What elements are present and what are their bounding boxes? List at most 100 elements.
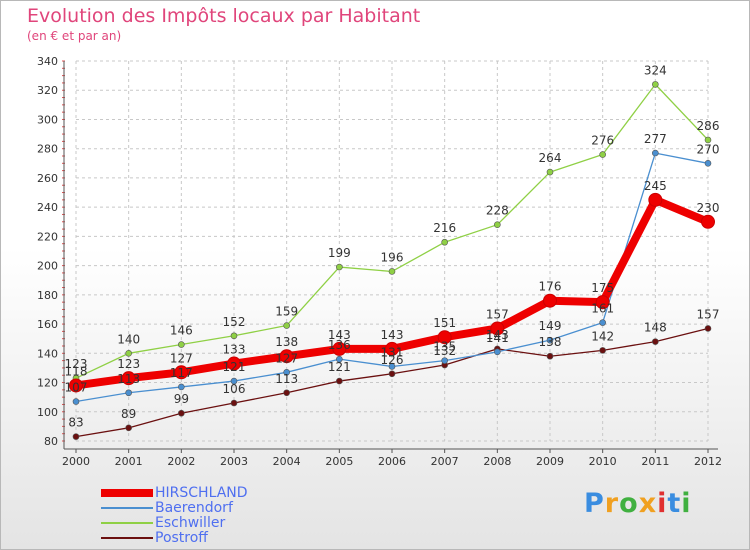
data-label-hirschland: 123 xyxy=(117,357,140,371)
data-label-eschwiller: 199 xyxy=(328,246,351,260)
y-tick-label: 200 xyxy=(37,260,58,273)
chart-subtitle: (en € et par an) xyxy=(27,29,122,43)
data-label-baerendorf: 161 xyxy=(591,302,614,316)
data-point-baerendorf xyxy=(494,348,501,356)
x-tick-label: 2010 xyxy=(589,455,617,468)
data-label-hirschland: 127 xyxy=(170,351,193,365)
data-label-postroff: 157 xyxy=(697,307,720,321)
y-tick-label: 240 xyxy=(37,201,58,214)
data-point-hirschland xyxy=(121,371,136,386)
x-tick-label: 2005 xyxy=(325,455,353,468)
data-point-hirschland xyxy=(543,293,557,308)
legend-swatch xyxy=(101,507,153,509)
data-point-postroff xyxy=(125,424,132,432)
data-label-baerendorf: 121 xyxy=(223,360,246,374)
data-point-postroff xyxy=(336,377,343,385)
y-tick-label: 120 xyxy=(37,377,58,390)
y-tick-label: 180 xyxy=(37,289,58,302)
data-point-eschwiller xyxy=(283,322,290,329)
data-point-baerendorf xyxy=(652,149,659,157)
data-point-baerendorf xyxy=(599,319,606,326)
logo-letter: t xyxy=(667,488,682,519)
data-label-postroff: 138 xyxy=(539,335,562,349)
data-label-hirschland: 138 xyxy=(275,335,298,349)
data-label-postroff: 121 xyxy=(328,360,351,374)
data-point-hirschland xyxy=(174,365,189,380)
data-point-hirschland xyxy=(385,341,399,356)
logo-letter: i xyxy=(657,488,668,519)
x-tick-label: 2007 xyxy=(431,455,459,468)
data-point-hirschland xyxy=(490,321,505,336)
data-label-postroff: 89 xyxy=(121,407,136,421)
y-tick-label: 300 xyxy=(37,113,58,126)
y-tick-label: 320 xyxy=(37,84,58,97)
data-point-baerendorf xyxy=(336,355,343,363)
data-label-postroff: 106 xyxy=(223,382,246,396)
data-point-baerendorf xyxy=(546,336,554,344)
y-tick-label: 80 xyxy=(44,435,58,448)
data-label-postroff: 142 xyxy=(591,329,614,343)
data-point-postroff xyxy=(599,347,606,354)
data-point-postroff xyxy=(72,433,80,440)
data-point-hirschland xyxy=(332,341,347,356)
data-point-hirschland xyxy=(227,356,241,371)
y-tick-label: 280 xyxy=(37,143,58,156)
data-point-postroff xyxy=(704,325,712,332)
data-point-hirschland xyxy=(69,378,83,393)
y-tick-label: 140 xyxy=(37,347,58,360)
data-point-baerendorf xyxy=(178,383,185,391)
data-label-eschwiller: 152 xyxy=(223,315,246,329)
proxiti-logo: Proxiti xyxy=(584,488,692,519)
data-label-eschwiller: 140 xyxy=(117,332,140,346)
x-tick-label: 2003 xyxy=(220,455,248,468)
logo-letter: x xyxy=(638,488,658,519)
data-point-postroff xyxy=(178,409,185,417)
data-point-eschwiller xyxy=(230,332,238,340)
data-label-hirschland: 143 xyxy=(381,328,404,342)
data-label-baerendorf: 136 xyxy=(328,338,351,352)
legend-label: Eschwiller xyxy=(155,515,226,531)
data-label-baerendorf: 149 xyxy=(539,319,562,333)
data-label-hirschland: 151 xyxy=(433,316,456,330)
x-tick-label: 2006 xyxy=(378,455,406,468)
data-label-baerendorf: 117 xyxy=(170,366,193,380)
y-tick-label: 100 xyxy=(37,406,58,419)
data-label-postroff: 113 xyxy=(275,372,298,386)
data-label-eschwiller: 123 xyxy=(65,357,88,371)
data-label-hirschland: 245 xyxy=(644,179,667,193)
data-label-postroff: 83 xyxy=(68,416,83,430)
x-tick-label: 2008 xyxy=(483,455,511,468)
x-tick-label: 2001 xyxy=(115,455,143,468)
logo-letter: o xyxy=(619,488,639,519)
data-point-eschwiller xyxy=(441,238,448,246)
y-tick-label: 260 xyxy=(37,172,58,185)
data-label-eschwiller: 159 xyxy=(275,305,298,319)
data-label-postroff: 99 xyxy=(174,392,189,406)
data-point-hirschland xyxy=(279,349,294,364)
data-label-hirschland: 175 xyxy=(591,281,614,295)
data-point-eschwiller xyxy=(599,151,606,158)
y-tick-label: 220 xyxy=(37,230,58,243)
data-label-baerendorf: 277 xyxy=(644,132,667,146)
data-label-hirschland: 230 xyxy=(697,201,720,215)
data-point-postroff xyxy=(388,370,396,378)
data-label-eschwiller: 324 xyxy=(644,63,667,77)
x-tick-label: 2012 xyxy=(694,455,722,468)
data-point-postroff xyxy=(283,389,290,397)
data-point-hirschland xyxy=(595,295,610,310)
legend-label: HIRSCHLAND xyxy=(155,485,248,501)
data-point-hirschland xyxy=(701,214,715,229)
data-point-eschwiller xyxy=(388,268,396,275)
data-label-postroff: 143 xyxy=(486,328,509,342)
data-label-eschwiller: 276 xyxy=(591,134,614,148)
data-label-baerendorf: 135 xyxy=(433,340,456,354)
data-point-eschwiller xyxy=(336,263,343,271)
data-point-postroff xyxy=(230,399,238,407)
data-point-hirschland xyxy=(437,330,452,345)
data-label-hirschland: 143 xyxy=(328,328,351,342)
data-point-hirschland xyxy=(648,192,663,207)
legend-swatch xyxy=(101,537,153,539)
legend-label: Baerendorf xyxy=(155,500,233,516)
data-label-baerendorf: 113 xyxy=(117,372,140,386)
chart-title: Evolution des Impôts locaux par Habitant xyxy=(27,5,421,27)
